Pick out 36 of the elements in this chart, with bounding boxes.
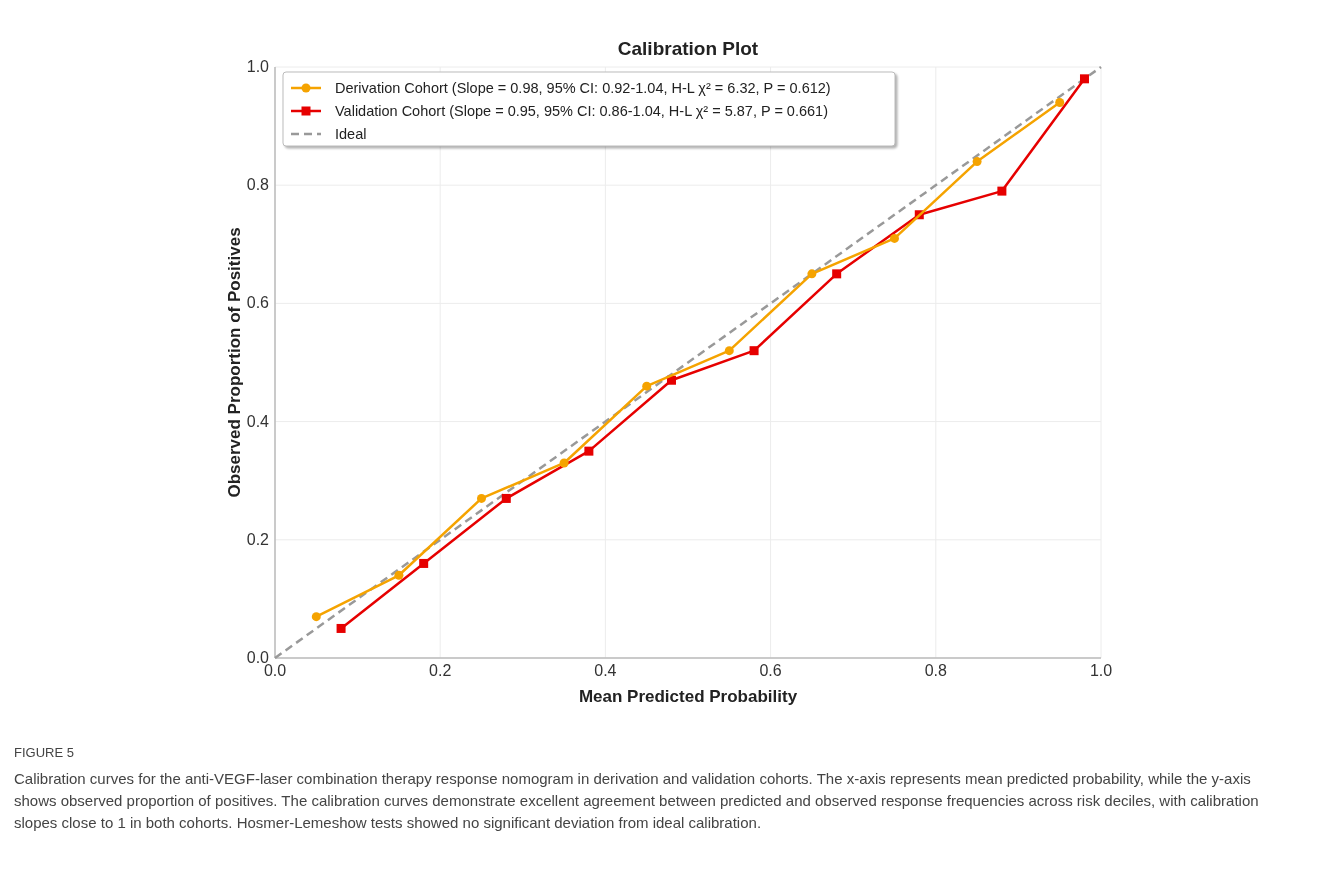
point — [501, 493, 511, 503]
point — [1079, 74, 1089, 84]
x-tick-label: 1.0 — [1089, 662, 1113, 679]
x-tick-label: 0.8 — [924, 662, 948, 679]
point — [724, 346, 734, 356]
point — [832, 269, 842, 279]
point — [972, 157, 982, 167]
y-tick-label: 0.2 — [246, 530, 270, 548]
y-axis-title: Observed Proportion of Positives — [225, 227, 244, 498]
point — [311, 612, 321, 622]
caption: FIGURE 5 — [14, 745, 74, 760]
y-tick-label: 0.8 — [246, 176, 270, 194]
point — [419, 558, 429, 568]
y-tick-label: 0.4 — [246, 412, 270, 430]
chart-title: Calibration Plot — [617, 38, 759, 59]
legend-label: Ideal — [335, 126, 367, 142]
legend-label: Derivation Cohort (Slope = 0.98, 95% CI: 0.92-1.04, H-L χ² = 6.32, P = 0.612) — [335, 80, 831, 96]
point — [477, 493, 486, 503]
point — [997, 186, 1007, 196]
legend-label: Validation Cohort (Slope = 0.95, 95% CI: 0.86-1.04, H-L χ² = 5.87, P = 0.661) — [335, 103, 828, 119]
x-axis-title: Mean Predicted Probability — [578, 687, 798, 706]
point — [336, 623, 346, 633]
point — [559, 458, 569, 468]
x-tick-label: 0.2 — [429, 662, 452, 679]
y-tick-label: 1.0 — [246, 58, 270, 75]
point — [394, 570, 404, 580]
text: Calibration curves for the anti-VEGF-laser combination therapy response nomogram in derivation and validation cohorts. The x-axis represents mean predicted probability, while the y-axis shows observed proportion of positives. The calibration curves demonstrate excellent agreement between predicted and observed response frequencies across risk deciles, with calibration slopes close to 1 in both cohorts. Hosmer-Lemeshow tests showed no significant deviation from ideal calibration. — [14, 770, 1259, 831]
point — [749, 346, 759, 356]
point — [584, 446, 594, 456]
point — [807, 269, 817, 279]
y-tick-label: 0.6 — [246, 294, 270, 312]
point — [1055, 97, 1065, 107]
point — [642, 381, 652, 391]
x-tick-label: 0.6 — [759, 662, 782, 679]
x-tick-label: 0.4 — [594, 662, 617, 679]
point — [890, 233, 899, 243]
